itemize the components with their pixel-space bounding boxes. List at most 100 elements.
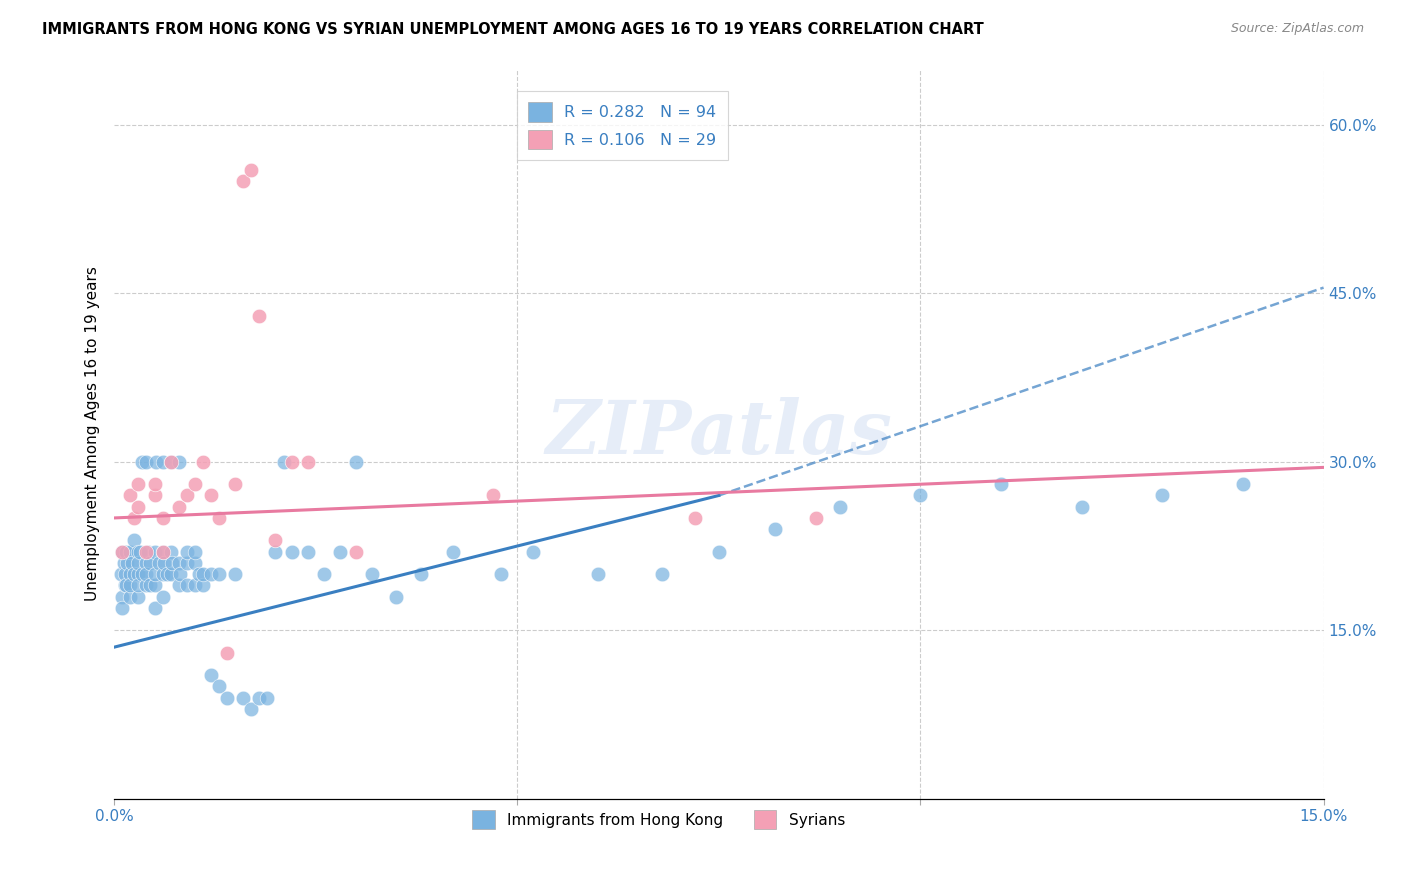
Point [247,309,270,323]
Point [167,500,190,514]
Point [152,511,174,525]
Point [200,488,222,502]
Point [489,567,512,582]
Point [344,544,367,558]
Point [114,578,136,592]
Point [153,556,176,570]
Point [441,544,464,558]
Point [152,544,174,558]
Point [273,455,295,469]
Point [111,544,134,558]
Point [361,567,384,582]
Point [990,477,1012,491]
Point [139,556,162,570]
Point [121,556,143,570]
Point [167,455,190,469]
Point [169,567,191,582]
Point [176,578,198,592]
Point [135,578,157,592]
Point [120,488,142,502]
Point [683,511,706,525]
Point [127,544,149,558]
Point [184,544,207,558]
Point [152,544,174,558]
Point [763,522,786,536]
Point [135,455,157,469]
Point [127,556,149,570]
Point [344,455,367,469]
Point [129,544,152,558]
Point [152,455,174,469]
Point [115,544,138,558]
Point [176,488,198,502]
Point [280,455,302,469]
Point [184,578,207,592]
Point [215,690,238,705]
Text: IMMIGRANTS FROM HONG KONG VS SYRIAN UNEMPLOYMENT AMONG AGES 16 TO 19 YEARS CORRE: IMMIGRANTS FROM HONG KONG VS SYRIAN UNEM… [42,22,984,37]
Point [120,567,142,582]
Point [115,578,138,592]
Point [131,567,153,582]
Point [910,488,932,502]
Point [707,544,730,558]
Point [312,567,335,582]
Point [127,500,149,514]
Point [145,455,167,469]
Legend: Immigrants from Hong Kong, Syrians: Immigrants from Hong Kong, Syrians [465,805,851,835]
Point [247,690,270,705]
Point [148,556,170,570]
Point [143,477,166,491]
Point [124,567,146,582]
Point [111,544,134,558]
Point [522,544,544,558]
Point [586,567,609,582]
Point [329,544,352,558]
Text: Source: ZipAtlas.com: Source: ZipAtlas.com [1230,22,1364,36]
Point [184,477,207,491]
Point [1152,488,1174,502]
Point [200,567,222,582]
Point [114,567,136,582]
Point [1070,500,1092,514]
Point [240,162,263,177]
Point [159,567,181,582]
Point [187,567,209,582]
Point [191,567,214,582]
Point [127,578,149,592]
Point [208,511,231,525]
Text: ZIPatlas: ZIPatlas [546,398,893,470]
Point [143,544,166,558]
Point [162,556,184,570]
Point [135,556,157,570]
Point [264,544,287,558]
Point [152,590,174,604]
Point [127,567,149,582]
Point [256,690,278,705]
Point [143,600,166,615]
Point [167,556,190,570]
Y-axis label: Unemployment Among Ages 16 to 19 years: Unemployment Among Ages 16 to 19 years [86,266,100,601]
Point [127,590,149,604]
Point [232,690,254,705]
Point [385,590,408,604]
Point [159,455,181,469]
Point [167,578,190,592]
Point [191,455,214,469]
Point [191,578,214,592]
Point [120,544,142,558]
Point [159,544,181,558]
Point [143,488,166,502]
Point [232,174,254,188]
Point [159,455,181,469]
Point [297,544,319,558]
Point [112,556,135,570]
Point [176,544,198,558]
Point [280,544,302,558]
Point [111,600,134,615]
Point [135,567,157,582]
Point [155,567,177,582]
Point [143,578,166,592]
Point [120,590,142,604]
Point [131,455,153,469]
Point [804,511,827,525]
